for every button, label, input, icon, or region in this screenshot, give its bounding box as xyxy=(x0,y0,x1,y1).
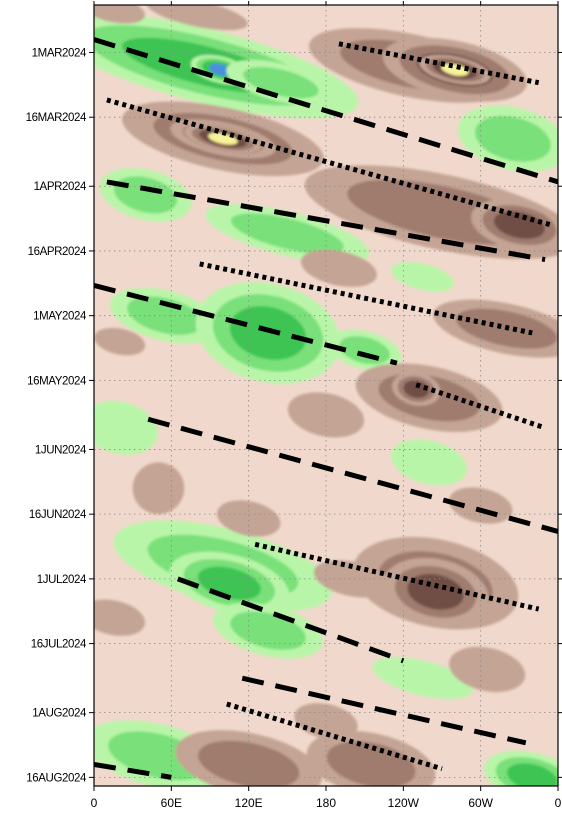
wet-anomaly-level-1 xyxy=(391,262,455,292)
dry-anomaly-region xyxy=(175,730,323,786)
y-tick-label: 1APR2024 xyxy=(34,181,87,193)
dry-anomaly-level-2 xyxy=(326,741,416,786)
wet-anomaly-level-2 xyxy=(243,67,319,99)
dry-anomaly-level-3 xyxy=(403,380,429,398)
dry-anomaly-region xyxy=(94,327,146,356)
dotted-propagation-line xyxy=(254,541,540,612)
dry-anomaly-region xyxy=(184,124,262,154)
wet-anomaly-level-2 xyxy=(114,176,178,214)
dry-anomaly-region xyxy=(313,560,390,598)
y-tick-label: 1JUN2024 xyxy=(35,444,87,456)
dotted-propagation-line xyxy=(199,261,533,336)
y-tick-label: 16JUL2024 xyxy=(31,639,87,651)
x-tick-label: 60W xyxy=(468,796,493,810)
y-tick-label: 1MAR2024 xyxy=(32,47,87,59)
x-tick-label: 180 xyxy=(316,796,336,810)
dashed-propagation-line xyxy=(94,283,398,366)
x-tick-label: 120W xyxy=(388,796,420,810)
dry-anomaly-level-1 xyxy=(94,5,145,24)
dashed-propagation-line xyxy=(241,675,527,746)
dashed-propagation-line xyxy=(106,179,546,263)
propagation-lines xyxy=(94,37,558,780)
wet-anomaly-level-1 xyxy=(372,657,473,700)
x-tick-label: 0 xyxy=(91,796,98,810)
wet-anomaly-region xyxy=(169,551,290,615)
dry-anomaly-level-1 xyxy=(300,249,377,287)
wet-anomaly-level-2 xyxy=(230,213,344,254)
dry-anomaly-level-1 xyxy=(313,560,390,598)
wet-anomaly-level-1 xyxy=(391,439,467,486)
dry-anomaly-region xyxy=(449,646,526,693)
dry-anomaly-level-1 xyxy=(449,646,526,693)
dotted-propagation-line xyxy=(338,41,540,86)
dry-anomaly-region xyxy=(216,500,281,537)
wet-anomaly-region xyxy=(205,204,370,264)
wet-anomaly-region xyxy=(94,401,158,455)
dotted-propagation-line xyxy=(226,701,443,772)
wet-anomaly-level-2 xyxy=(475,115,551,162)
wet-anomaly-region xyxy=(372,657,473,700)
dry-anomaly-level-1 xyxy=(94,599,146,636)
y-tick-label: 16AUG2024 xyxy=(26,772,87,784)
wet-anomaly-region xyxy=(391,262,455,292)
dry-anomaly-level-2 xyxy=(198,740,300,786)
dotted-propagation-line xyxy=(106,97,553,228)
y-tick-label: 16MAY2024 xyxy=(27,375,87,387)
wet-anomaly-level-1 xyxy=(94,401,158,455)
wet-anomaly-region xyxy=(457,105,558,173)
dashed-propagation-line xyxy=(94,37,558,185)
dry-anomaly-region xyxy=(94,5,145,24)
dashed-propagation-line xyxy=(94,761,172,780)
wet-anomaly-level-4 xyxy=(208,63,232,76)
y-tick-label: 1MAY2024 xyxy=(33,311,87,323)
dry-anomaly-level-4 xyxy=(441,63,469,76)
y-tick-label: 16APR2024 xyxy=(28,246,87,258)
x-tick-label: 60E xyxy=(161,796,182,810)
wet-anomaly-region xyxy=(195,282,341,384)
dry-anomaly-level-1 xyxy=(94,327,146,356)
axes: 0 60E 120E 180 120W 60W 0 1MAR2024 16MAR2024 1APR… xyxy=(26,1,562,810)
y-tick-label: 16MAR2024 xyxy=(26,112,87,124)
y-tick-label: 1AUG2024 xyxy=(32,708,87,720)
wet-anomaly-region xyxy=(391,439,467,486)
x-tick-label: 0 xyxy=(555,796,562,810)
dry-anomaly-level-1 xyxy=(216,500,281,537)
y-tick-label: 1JUL2024 xyxy=(37,574,87,586)
dotted-propagation-line xyxy=(415,382,546,431)
wet-anomaly-level-3 xyxy=(507,763,558,786)
dry-anomaly-level-1 xyxy=(287,392,365,438)
y-tick-label: 16JUN2024 xyxy=(29,509,87,521)
wet-anomaly-region xyxy=(99,168,192,222)
dry-anomaly-region xyxy=(300,249,377,287)
dashed-propagation-line xyxy=(147,416,558,534)
dry-anomaly-region xyxy=(94,599,146,636)
plot-area xyxy=(94,5,558,786)
wet-anomaly-region xyxy=(226,59,336,106)
dashed-propagation-line xyxy=(176,576,405,664)
dry-anomaly-region xyxy=(287,392,365,438)
wet-anomaly-region xyxy=(484,750,558,786)
x-tick-label: 120E xyxy=(235,796,263,810)
